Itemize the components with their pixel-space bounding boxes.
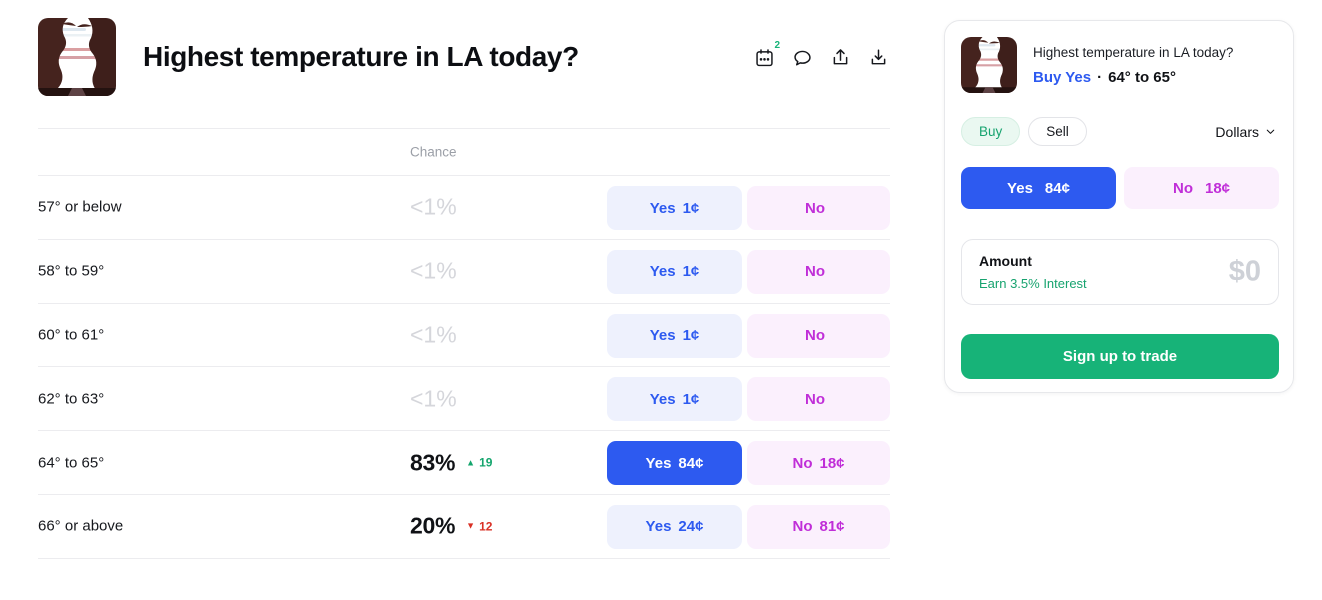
sign-up-button[interactable]: Sign up to trade <box>961 334 1279 379</box>
panel-thumbnail <box>961 37 1017 93</box>
delta-down-icon <box>466 522 475 531</box>
chance-value: <1% <box>410 257 457 284</box>
page-title: Highest temperature in LA today? <box>143 41 579 72</box>
table-row: 60° to 61° <1% Yes 1¢ No <box>38 304 890 368</box>
panel-market-title: Highest temperature in LA today? <box>1033 45 1234 60</box>
order-panel: Highest temperature in LA today? Buy Yes… <box>944 20 1294 393</box>
calendar-icon <box>755 49 773 67</box>
yes-button[interactable]: Yes 1¢ <box>607 186 742 230</box>
separator-dot: · <box>1097 69 1103 86</box>
no-button[interactable]: No <box>747 313 890 358</box>
calendar-badge: 2 <box>774 40 780 51</box>
tab-buy[interactable]: Buy <box>961 117 1021 146</box>
chance-value: <1% <box>410 193 457 220</box>
table-header: Chance <box>38 128 890 176</box>
amount-value[interactable]: $0 <box>1228 255 1261 288</box>
chance-value: <1% <box>410 385 457 412</box>
chance-value: 20% <box>410 512 456 539</box>
chance-value: <1% <box>410 321 457 348</box>
outcomes-table: Chance 57° or below <1% Yes 1¢ No 58° to … <box>38 128 890 559</box>
share-button[interactable] <box>829 46 851 70</box>
no-button[interactable]: No 18¢ <box>747 441 890 486</box>
yes-button[interactable]: Yes 1¢ <box>607 249 742 294</box>
chance-column-header: Chance <box>410 144 457 160</box>
chance-value: 83% <box>410 449 456 476</box>
download-icon <box>871 49 885 65</box>
calendar-button[interactable]: 2 <box>753 40 780 70</box>
yes-button[interactable]: Yes 1¢ <box>607 313 742 358</box>
outcome-label: 60° to 61° <box>38 326 105 344</box>
outcome-label: 58° to 59° <box>38 262 105 280</box>
comment-icon <box>793 50 811 66</box>
panel-no-button[interactable]: No 18¢ <box>1124 167 1279 209</box>
chevron-down-icon <box>1266 129 1275 134</box>
yes-button[interactable]: Yes 1¢ <box>607 377 742 422</box>
no-button[interactable]: No <box>747 186 890 230</box>
side-label: Buy Yes <box>1033 69 1092 86</box>
yes-button[interactable]: Yes 84¢ <box>607 441 742 486</box>
share-icon <box>833 49 847 65</box>
panel-yes-button[interactable]: Yes 84¢ <box>961 167 1116 209</box>
download-button[interactable] <box>867 46 889 70</box>
no-button[interactable]: No 81¢ <box>747 504 890 549</box>
header-actions: 2 <box>753 40 889 70</box>
chance-delta: 19 <box>466 456 492 470</box>
selected-outcome: 64° to 65° <box>1108 69 1176 86</box>
table-row: 57° or below <1% Yes 1¢ No <box>38 176 890 240</box>
outcome-label: 66° or above <box>38 517 124 535</box>
currency-dropdown[interactable]: Dollars <box>1215 117 1277 146</box>
interest-note: Earn 3.5% Interest <box>979 276 1087 291</box>
panel-selection-line: Buy Yes · 64° to 65° <box>1033 69 1176 86</box>
tab-sell[interactable]: Sell <box>1028 117 1087 146</box>
buy-sell-tabs: Buy Sell <box>961 117 1087 146</box>
comment-button[interactable] <box>791 46 813 70</box>
yes-button[interactable]: Yes 24¢ <box>607 504 742 549</box>
market-thumbnail <box>38 18 116 96</box>
outcome-label: 64° to 65° <box>38 454 105 472</box>
outcome-label: 57° or below <box>38 198 122 216</box>
amount-label: Amount <box>979 253 1032 269</box>
amount-input[interactable]: Amount Earn 3.5% Interest $0 <box>961 239 1279 305</box>
no-button[interactable]: No <box>747 249 890 294</box>
outcome-label: 62° to 63° <box>38 390 105 408</box>
delta-up-icon <box>466 458 475 467</box>
chance-delta: 12 <box>466 519 492 533</box>
table-row: 58° to 59° <1% Yes 1¢ No <box>38 240 890 304</box>
table-row: 62° to 63° <1% Yes 1¢ No <box>38 367 890 432</box>
no-button[interactable]: No <box>747 377 890 422</box>
